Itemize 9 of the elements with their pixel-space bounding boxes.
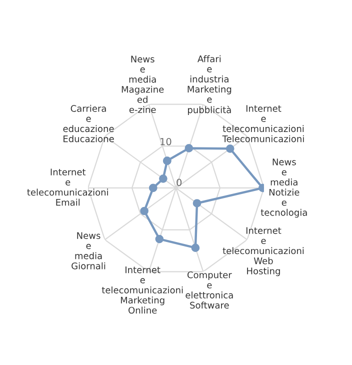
spoke-label: Internet e telecomunicazioni Email (27, 168, 108, 206)
y-tick-label: 10 (160, 138, 172, 146)
spoke-label: News e media Notizie e tecnologia (260, 158, 307, 218)
spoke-label: News e media Giornali (72, 232, 106, 270)
spoke-label: Computer e elettronica Software (186, 271, 233, 309)
y-tick-label: 0 (176, 178, 182, 186)
spoke-label: News e media Magazine ed e-zine (122, 56, 164, 114)
spoke-label: Affari e industria Marketing e pubblicità (188, 55, 232, 115)
spoke-label: Carriera e educazione Educazione (63, 104, 114, 142)
